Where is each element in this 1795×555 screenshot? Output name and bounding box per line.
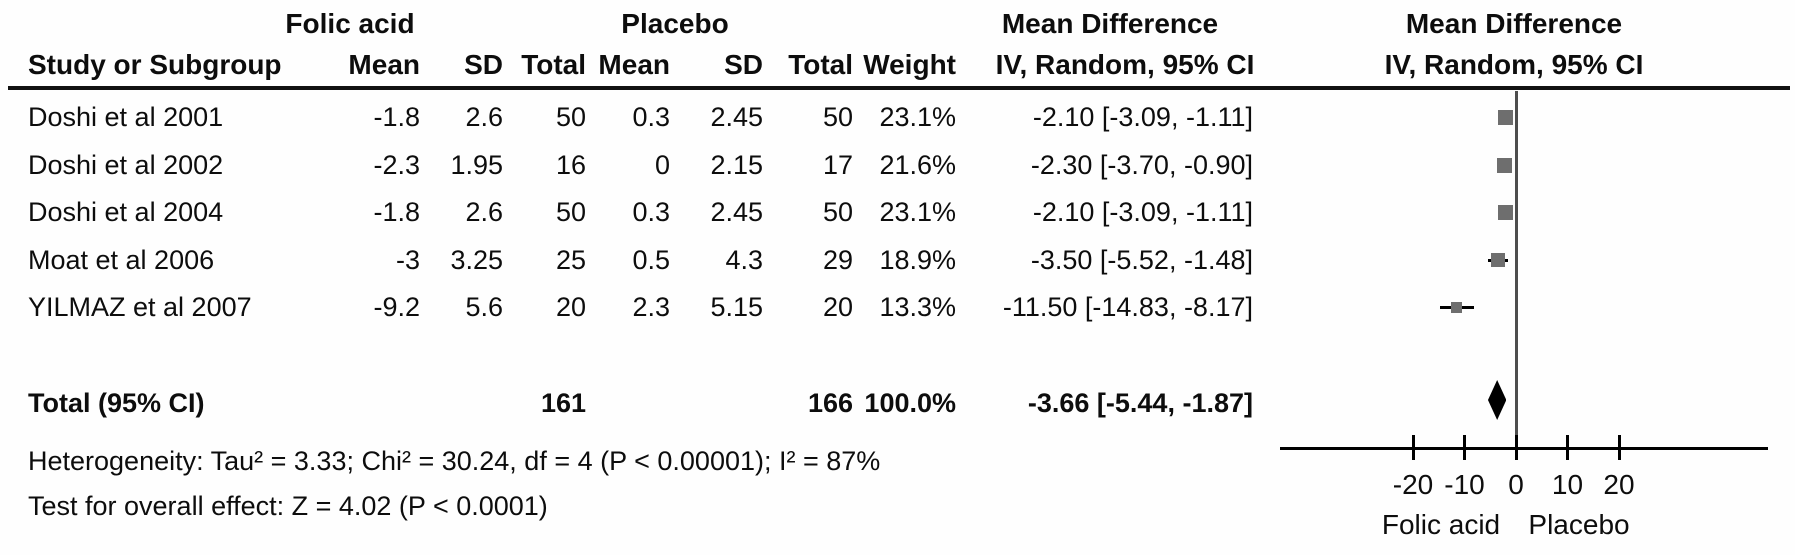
total-folic-n: 161 [540, 388, 586, 418]
placebo-mean-value: 0.3 [632, 102, 670, 132]
placebo-sd-value: 5.15 [710, 292, 763, 322]
study-name: YILMAZ et al 2007 [28, 292, 252, 322]
weight-value: 18.9% [879, 245, 956, 275]
folic-total-value: 25 [555, 245, 586, 275]
col-header-folic-mean: Mean [348, 49, 420, 80]
study-name: Doshi et al 2001 [28, 102, 224, 132]
study-name: Doshi et al 2004 [28, 197, 224, 227]
weight-square-marker [1490, 253, 1505, 267]
placebo-mean-value: 0 [654, 150, 670, 180]
col-header-weight: Weight [863, 49, 956, 80]
ci-value: -3.50 [-5.52, -1.48] [1030, 245, 1253, 275]
placebo-mean-value: 2.3 [632, 292, 670, 322]
col-header-folic-total: Total [521, 49, 586, 80]
weight-square-marker [1497, 109, 1513, 125]
group-header-placebo: Placebo [621, 8, 729, 39]
axis-tick-label: 10 [1551, 469, 1584, 500]
total-placebo-n: 166 [807, 388, 853, 418]
pooled-effect-diamond [1487, 380, 1507, 420]
axis-tick-label: -20 [1392, 469, 1434, 500]
col-header-study: Study or Subgroup [28, 49, 282, 80]
folic-mean-value: -1.8 [373, 197, 420, 227]
col-header-folic-sd: SD [464, 49, 503, 80]
group-header-mean-difference-text: Mean Difference [1001, 8, 1219, 39]
placebo-total-value: 50 [822, 102, 853, 132]
weight-square-marker [1497, 204, 1513, 220]
zero-effect-line [1514, 91, 1518, 460]
weight-value: 23.1% [879, 197, 956, 227]
col-header-placebo-mean: Mean [598, 49, 670, 80]
axis-tick-label: 0 [1508, 469, 1524, 500]
axis-tick-label: 20 [1603, 469, 1635, 500]
axis-left-label: Folic acid [1381, 509, 1501, 540]
ci-value: -11.50 [-14.83, -8.17] [1002, 292, 1253, 322]
col-header-placebo-sd: SD [724, 49, 763, 80]
folic-mean-value: -9.2 [373, 292, 420, 322]
folic-sd-value: 2.6 [465, 102, 503, 132]
group-header-mean-difference-plot: Mean Difference [1405, 8, 1623, 39]
heterogeneity-text: Heterogeneity: Tau² = 3.33; Chi² = 30.24… [28, 446, 881, 476]
weight-value: 13.3% [879, 292, 956, 322]
folic-total-value: 50 [555, 197, 586, 227]
weight-square-marker [1451, 301, 1463, 313]
folic-sd-value: 3.25 [450, 245, 503, 275]
axis-tick-label: -10 [1444, 469, 1485, 500]
axis-right-label: Placebo [1528, 509, 1630, 540]
placebo-mean-value: 0.5 [632, 245, 670, 275]
header-divider-rule [8, 86, 1790, 90]
folic-mean-value: -2.3 [373, 150, 420, 180]
total-ci-value: -3.66 [-5.44, -1.87] [1027, 388, 1253, 418]
weight-value: 21.6% [879, 150, 956, 180]
placebo-total-value: 50 [822, 197, 853, 227]
ci-value: -2.30 [-3.70, -0.90] [1030, 150, 1253, 180]
folic-sd-value: 2.6 [465, 197, 503, 227]
axis-tick [1514, 435, 1518, 460]
folic-sd-value: 5.6 [465, 292, 503, 322]
weight-value: 23.1% [879, 102, 956, 132]
axis-tick [1566, 435, 1569, 460]
axis-tick [1463, 435, 1466, 460]
ci-value: -2.10 [-3.09, -1.11] [1032, 197, 1253, 227]
placebo-sd-value: 2.15 [710, 150, 763, 180]
placebo-sd-value: 4.3 [725, 245, 763, 275]
folic-sd-value: 1.95 [450, 150, 503, 180]
ci-value: -2.10 [-3.09, -1.11] [1032, 102, 1253, 132]
col-header-placebo-total: Total [788, 49, 853, 80]
weight-square-marker [1496, 157, 1512, 173]
col-header-ci-text: IV, Random, 95% CI [995, 49, 1255, 80]
study-name: Moat et al 2006 [28, 245, 215, 275]
placebo-sd-value: 2.45 [710, 102, 763, 132]
folic-total-value: 50 [555, 102, 586, 132]
study-name: Doshi et al 2002 [28, 150, 224, 180]
folic-total-value: 20 [555, 292, 586, 322]
folic-total-value: 16 [555, 150, 586, 180]
folic-mean-value: -3 [395, 245, 420, 275]
total-weight: 100.0% [864, 388, 956, 418]
placebo-total-value: 17 [822, 150, 853, 180]
axis-tick [1411, 435, 1415, 460]
axis-tick [1617, 435, 1621, 460]
total-row-label: Total (95% CI) [28, 388, 205, 418]
placebo-total-value: 29 [822, 245, 853, 275]
placebo-sd-value: 2.45 [710, 197, 763, 227]
overall-effect-text: Test for overall effect: Z = 4.02 (P < 0… [28, 491, 548, 521]
x-axis-line [1280, 447, 1768, 450]
folic-mean-value: -1.8 [373, 102, 420, 132]
placebo-total-value: 20 [822, 292, 853, 322]
col-header-ci-plot: IV, Random, 95% CI [1384, 49, 1644, 80]
group-header-folic-acid: Folic acid [285, 8, 415, 39]
placebo-mean-value: 0.3 [632, 197, 670, 227]
